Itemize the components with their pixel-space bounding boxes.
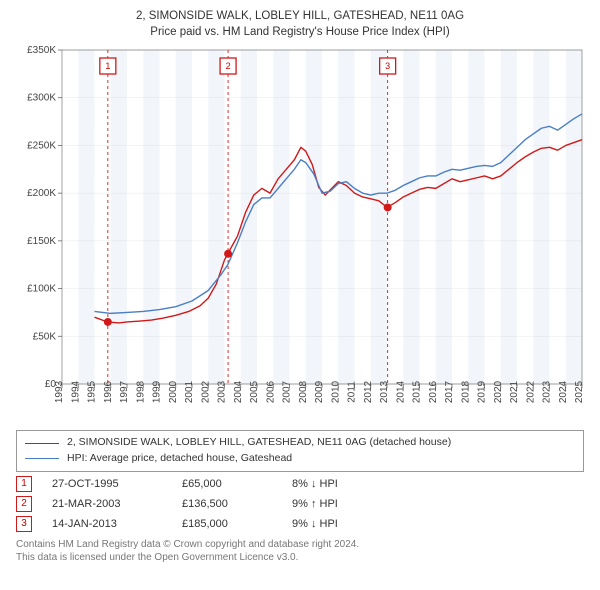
svg-text:£150K: £150K <box>27 236 56 247</box>
legend-label: HPI: Average price, detached house, Gate… <box>67 451 292 467</box>
legend-item-price-paid: 2, SIMONSIDE WALK, LOBLEY HILL, GATESHEA… <box>25 435 575 451</box>
svg-text:1997: 1997 <box>119 381 130 404</box>
legend: 2, SIMONSIDE WALK, LOBLEY HILL, GATESHEA… <box>16 430 584 472</box>
svg-text:£350K: £350K <box>27 45 56 56</box>
svg-text:2018: 2018 <box>460 381 471 404</box>
sale-events-table: 1 27-OCT-1995 £65,000 8% ↓ HPI 2 21-MAR-… <box>16 476 584 532</box>
legend-swatch <box>25 458 59 459</box>
event-delta: 9% ↑ HPI <box>292 498 392 510</box>
svg-text:2017: 2017 <box>444 381 455 404</box>
svg-text:2003: 2003 <box>217 381 228 404</box>
svg-text:1995: 1995 <box>87 381 98 404</box>
event-marker-number: 2 <box>21 498 27 509</box>
event-date: 21-MAR-2003 <box>52 498 162 510</box>
svg-text:3: 3 <box>385 61 390 71</box>
attribution-footer: Contains HM Land Registry data © Crown c… <box>16 538 584 564</box>
svg-text:2023: 2023 <box>542 381 553 404</box>
event-marker-icon: 3 <box>16 516 32 532</box>
footer-line: Contains HM Land Registry data © Crown c… <box>16 538 584 551</box>
title-address: 2, SIMONSIDE WALK, LOBLEY HILL, GATESHEA… <box>12 8 588 24</box>
svg-text:2005: 2005 <box>249 381 260 404</box>
event-delta: 8% ↓ HPI <box>292 478 392 490</box>
event-date: 14-JAN-2013 <box>52 518 162 530</box>
svg-text:£200K: £200K <box>27 188 56 199</box>
svg-text:2016: 2016 <box>428 381 439 404</box>
svg-text:2010: 2010 <box>330 381 341 404</box>
svg-text:2001: 2001 <box>184 381 195 404</box>
legend-label: 2, SIMONSIDE WALK, LOBLEY HILL, GATESHEA… <box>67 435 451 451</box>
title-subtitle: Price paid vs. HM Land Registry's House … <box>12 24 588 40</box>
event-row: 1 27-OCT-1995 £65,000 8% ↓ HPI <box>16 476 584 492</box>
svg-text:2015: 2015 <box>412 381 423 404</box>
svg-text:1: 1 <box>105 61 110 71</box>
chart-svg: £0£50K£100K£150K£200K£250K£300K£350K1993… <box>12 44 588 424</box>
svg-text:2004: 2004 <box>233 381 244 404</box>
svg-text:2013: 2013 <box>379 381 390 404</box>
svg-text:£300K: £300K <box>27 93 56 104</box>
event-price: £65,000 <box>182 478 272 490</box>
event-row: 3 14-JAN-2013 £185,000 9% ↓ HPI <box>16 516 584 532</box>
chart: £0£50K£100K£150K£200K£250K£300K£350K1993… <box>12 44 588 424</box>
svg-text:2021: 2021 <box>509 381 520 404</box>
svg-text:2007: 2007 <box>282 381 293 404</box>
svg-text:2000: 2000 <box>168 381 179 404</box>
event-price: £185,000 <box>182 518 272 530</box>
figure-container: 2, SIMONSIDE WALK, LOBLEY HILL, GATESHEA… <box>0 0 600 590</box>
legend-item-hpi: HPI: Average price, detached house, Gate… <box>25 451 575 467</box>
event-date: 27-OCT-1995 <box>52 478 162 490</box>
legend-swatch <box>25 443 59 444</box>
svg-text:2025: 2025 <box>574 381 585 404</box>
event-marker-number: 1 <box>21 478 27 489</box>
event-row: 2 21-MAR-2003 £136,500 9% ↑ HPI <box>16 496 584 512</box>
svg-text:2014: 2014 <box>395 381 406 404</box>
title-block: 2, SIMONSIDE WALK, LOBLEY HILL, GATESHEA… <box>12 8 588 40</box>
svg-text:2020: 2020 <box>493 381 504 404</box>
event-price: £136,500 <box>182 498 272 510</box>
svg-text:£250K: £250K <box>27 141 56 152</box>
event-marker-number: 3 <box>21 518 27 529</box>
svg-text:2011: 2011 <box>347 381 358 403</box>
svg-text:2024: 2024 <box>558 381 569 404</box>
event-delta: 9% ↓ HPI <box>292 518 392 530</box>
event-marker-icon: 2 <box>16 496 32 512</box>
svg-text:£50K: £50K <box>33 331 57 342</box>
footer-line: This data is licensed under the Open Gov… <box>16 551 584 564</box>
svg-text:1994: 1994 <box>70 381 81 404</box>
svg-text:2009: 2009 <box>314 381 325 404</box>
svg-text:2: 2 <box>226 61 231 71</box>
svg-text:2002: 2002 <box>200 381 211 404</box>
svg-text:1999: 1999 <box>152 381 163 404</box>
svg-text:2019: 2019 <box>477 381 488 404</box>
svg-text:1993: 1993 <box>54 381 65 404</box>
svg-text:1996: 1996 <box>103 381 114 404</box>
svg-text:£100K: £100K <box>27 284 56 295</box>
svg-text:2012: 2012 <box>363 381 374 404</box>
svg-text:2022: 2022 <box>525 381 536 404</box>
svg-text:2006: 2006 <box>265 381 276 404</box>
event-marker-icon: 1 <box>16 476 32 492</box>
svg-text:1998: 1998 <box>135 381 146 404</box>
svg-text:2008: 2008 <box>298 381 309 404</box>
